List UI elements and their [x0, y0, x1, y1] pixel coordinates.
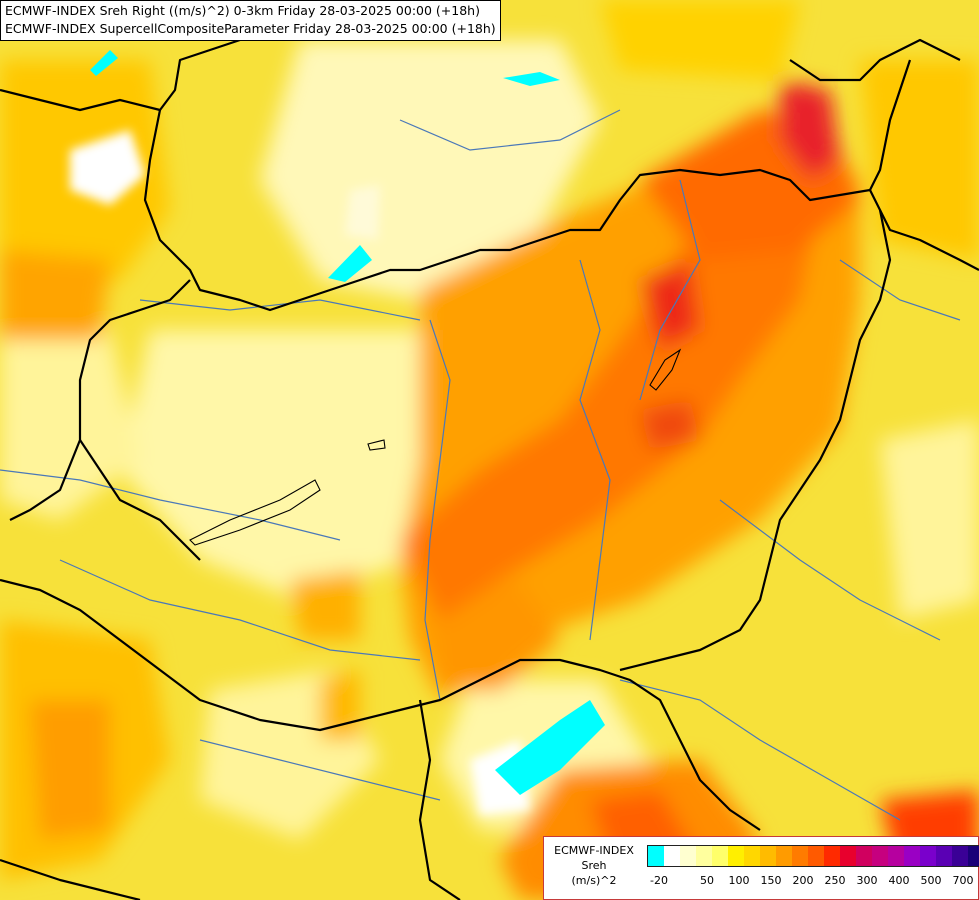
legend-swatch — [792, 846, 808, 866]
legend-tick: 700 — [952, 874, 974, 887]
legend-tick: 400 — [888, 874, 910, 887]
legend-swatch — [872, 846, 888, 866]
legend-label-line-1: ECMWF-INDEX — [554, 844, 634, 857]
map-title-line-2: ECMWF-INDEX SupercellCompositeParameter … — [5, 21, 496, 36]
legend-swatch — [744, 846, 760, 866]
lake-cyan-south — [495, 700, 605, 795]
legend-label: ECMWF-INDEX Sreh (m/s)^2 — [546, 843, 642, 888]
legend-swatch — [696, 846, 712, 866]
legend-swatch — [776, 846, 792, 866]
legend-swatch — [824, 846, 840, 866]
legend-swatch — [664, 846, 680, 866]
white-patches — [70, 130, 530, 815]
legend-swatch — [856, 846, 872, 866]
legend-swatch — [952, 846, 968, 866]
legend-swatch — [888, 846, 904, 866]
legend-swatch — [760, 846, 776, 866]
legend-swatch — [920, 846, 936, 866]
legend-tick: 100 — [728, 874, 750, 887]
map-title-box: ECMWF-INDEX Sreh Right ((m/s)^2) 0-3km F… — [0, 0, 501, 41]
legend-label-line-3: (m/s)^2 — [571, 874, 617, 887]
lake-cyan-top — [503, 72, 560, 86]
lake-cyan-north — [328, 245, 372, 282]
legend-tick-labels: -20 50 100 150 200 250 300 400 500 700 — [647, 874, 977, 890]
color-legend: ECMWF-INDEX Sreh (m/s)^2 -20 50 100 150 200 2… — [543, 836, 979, 900]
country-borders — [0, 19, 979, 900]
legend-swatch — [936, 846, 952, 866]
legend-swatch — [712, 846, 728, 866]
lake-cyan-nw — [90, 50, 118, 76]
map-title-line-1: ECMWF-INDEX Sreh Right ((m/s)^2) 0-3km F… — [5, 3, 480, 18]
legend-label-line-2: Sreh — [581, 859, 607, 872]
legend-swatch — [904, 846, 920, 866]
legend-swatch — [728, 846, 744, 866]
legend-tick: 250 — [824, 874, 846, 887]
legend-swatch — [808, 846, 824, 866]
legend-swatch — [968, 846, 979, 866]
legend-tick: 50 — [700, 874, 714, 887]
legend-tick: 200 — [792, 874, 814, 887]
legend-swatch — [840, 846, 856, 866]
legend-tick: 500 — [920, 874, 942, 887]
legend-tick: -20 — [650, 874, 668, 887]
lake-outlines — [189, 348, 682, 546]
rivers — [0, 109, 961, 821]
legend-color-bar — [647, 845, 979, 867]
legend-tick: 300 — [856, 874, 878, 887]
legend-tick: 150 — [760, 874, 782, 887]
legend-swatch — [648, 846, 664, 866]
legend-swatch — [680, 846, 696, 866]
